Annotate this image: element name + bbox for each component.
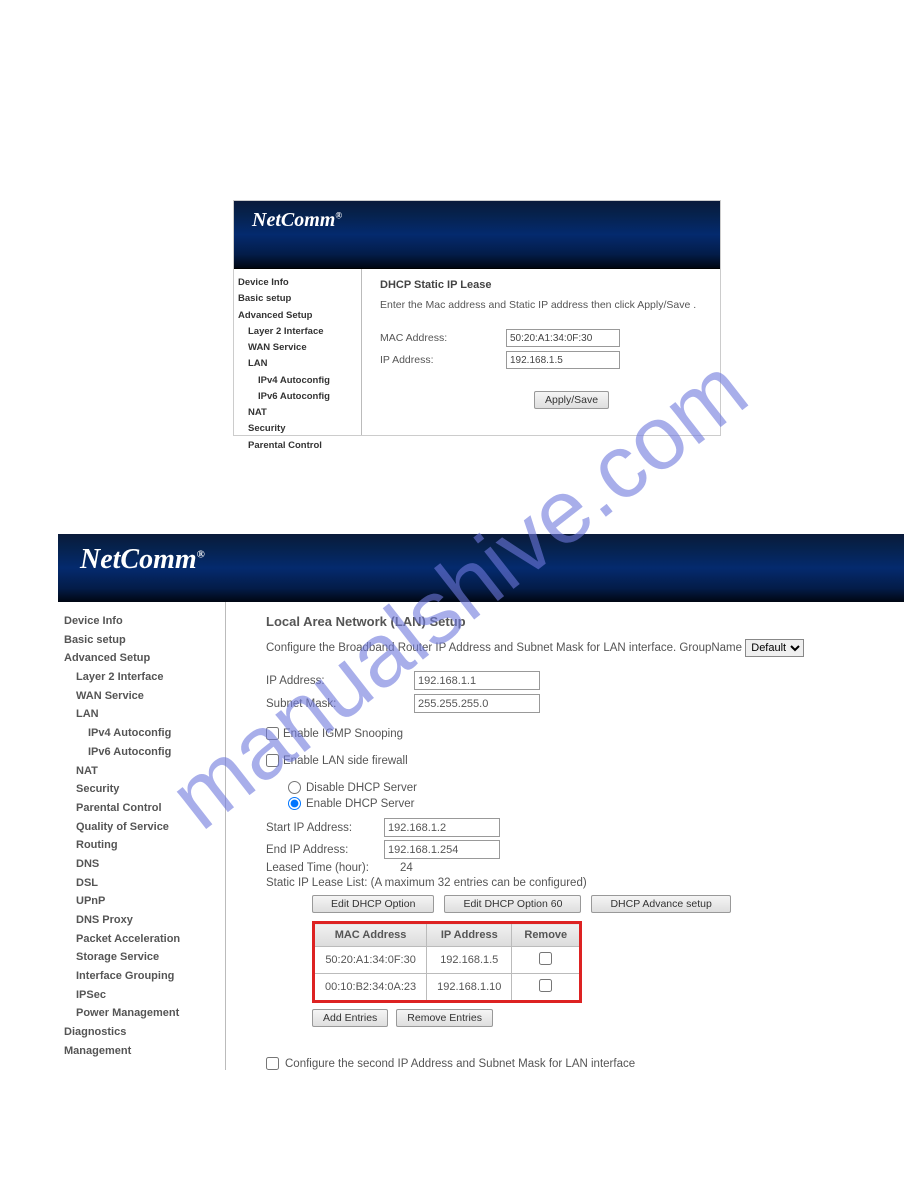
sidebar-item-routing[interactable]: Routing xyxy=(64,836,225,855)
leased-time-value: 24 xyxy=(396,862,413,874)
igmp-snooping-checkbox[interactable] xyxy=(266,727,279,740)
start-ip-input[interactable] xyxy=(384,818,500,837)
sidebar-item-advanced-setup[interactable]: Advanced Setup xyxy=(64,649,225,668)
sidebar-item-advanced-setup[interactable]: Advanced Setup xyxy=(238,308,361,324)
ip-address-input[interactable] xyxy=(506,351,620,369)
mac-address-label: MAC Address: xyxy=(380,332,506,344)
sidebar-item-ipv6-autoconfig[interactable]: IPv6 Autoconfig xyxy=(238,389,361,405)
sidebar-item-ipsec[interactable]: IPSec xyxy=(64,986,225,1005)
ip-address-input[interactable] xyxy=(414,671,540,690)
mac-address-input[interactable] xyxy=(506,329,620,347)
sidebar-item-ipv6-autoconfig[interactable]: IPv6 Autoconfig xyxy=(64,743,225,762)
subnet-mask-label: Subnet Mask: xyxy=(266,698,414,710)
page-description: Enter the Mac address and Static IP addr… xyxy=(380,299,720,311)
end-ip-input[interactable] xyxy=(384,840,500,859)
brand-logo: NetComm® xyxy=(234,201,720,232)
edit-dhcp-option-button[interactable]: Edit DHCP Option xyxy=(312,895,434,913)
sidebar-item-management[interactable]: Management xyxy=(64,1042,225,1061)
sidebar-item-nat[interactable]: NAT xyxy=(238,405,361,421)
sidebar-item-ipv4-autoconfig[interactable]: IPv4 Autoconfig xyxy=(64,724,225,743)
sidebar-item-lan[interactable]: LAN xyxy=(238,356,361,372)
add-entries-button[interactable]: Add Entries xyxy=(312,1009,388,1027)
sidebar-item-packet-accel[interactable]: Packet Acceleration xyxy=(64,930,225,949)
sidebar-item-diagnostics[interactable]: Diagnostics xyxy=(64,1023,225,1042)
sidebar-item-security[interactable]: Security xyxy=(238,421,361,437)
groupname-select[interactable]: Default xyxy=(745,639,804,657)
subnet-mask-input[interactable] xyxy=(414,694,540,713)
sidebar-item-basic-setup[interactable]: Basic setup xyxy=(238,291,361,307)
sidebar-nav: Device Info Basic setup Advanced Setup L… xyxy=(58,602,226,1070)
second-ip-checkbox[interactable] xyxy=(266,1057,279,1070)
dhcp-advance-setup-button[interactable]: DHCP Advance setup xyxy=(591,895,730,913)
sidebar-item-device-info[interactable]: Device Info xyxy=(238,275,361,291)
screenshot-dhcp-static-ip: NetComm® Device Info Basic setup Advance… xyxy=(233,200,721,436)
edit-dhcp-option60-button[interactable]: Edit DHCP Option 60 xyxy=(444,895,581,913)
sidebar-item-dns-proxy[interactable]: DNS Proxy xyxy=(64,911,225,930)
start-ip-label: Start IP Address: xyxy=(266,822,384,834)
disable-dhcp-label: Disable DHCP Server xyxy=(306,782,417,794)
leased-time-label: Leased Time (hour): xyxy=(266,862,396,874)
main-content: Local Area Network (LAN) Setup Configure… xyxy=(226,602,904,1070)
enable-dhcp-label: Enable DHCP Server xyxy=(306,798,414,810)
second-ip-label: Configure the second IP Address and Subn… xyxy=(285,1058,635,1070)
remove-entries-button[interactable]: Remove Entries xyxy=(396,1009,493,1027)
sidebar-item-parental-control[interactable]: Parental Control xyxy=(64,799,225,818)
sidebar-item-upnp[interactable]: UPnP xyxy=(64,892,225,911)
col-ip-address: IP Address xyxy=(427,923,512,947)
ip-address-label: IP Address: xyxy=(266,675,414,687)
remove-checkbox[interactable] xyxy=(539,979,552,992)
lan-firewall-checkbox[interactable] xyxy=(266,754,279,767)
page-title: Local Area Network (LAN) Setup xyxy=(266,614,904,629)
cell-ip: 192.168.1.5 xyxy=(427,947,512,974)
sidebar-item-interface-grouping[interactable]: Interface Grouping xyxy=(64,967,225,986)
sidebar-item-dsl[interactable]: DSL xyxy=(64,874,225,893)
sidebar-item-layer2[interactable]: Layer 2 Interface xyxy=(238,324,361,340)
sidebar-item-storage-service[interactable]: Storage Service xyxy=(64,948,225,967)
table-row: 00:10:B2:34:0A:23 192.168.1.10 xyxy=(314,974,581,1002)
sidebar-item-device-info[interactable]: Device Info xyxy=(64,612,225,631)
static-lease-table: MAC Address IP Address Remove 50:20:A1:3… xyxy=(312,921,582,1003)
config-description: Configure the Broadband Router IP Addres… xyxy=(266,642,742,654)
lan-firewall-label: Enable LAN side firewall xyxy=(283,755,408,767)
sidebar-item-lan[interactable]: LAN xyxy=(64,705,225,724)
table-row: 50:20:A1:34:0F:30 192.168.1.5 xyxy=(314,947,581,974)
apply-save-button[interactable]: Apply/Save xyxy=(534,391,609,409)
screenshot-lan-setup: NetComm® Device Info Basic setup Advance… xyxy=(58,534,904,1110)
igmp-snooping-label: Enable IGMP Snooping xyxy=(283,728,403,740)
sidebar-item-layer2[interactable]: Layer 2 Interface xyxy=(64,668,225,687)
cell-mac: 00:10:B2:34:0A:23 xyxy=(314,974,427,1002)
end-ip-label: End IP Address: xyxy=(266,844,384,856)
col-mac-address: MAC Address xyxy=(314,923,427,947)
sidebar-item-wan-service[interactable]: WAN Service xyxy=(238,340,361,356)
sidebar-item-nat[interactable]: NAT xyxy=(64,762,225,781)
col-remove: Remove xyxy=(512,923,581,947)
main-content: DHCP Static IP Lease Enter the Mac addre… xyxy=(362,269,720,435)
sidebar-item-qos[interactable]: Quality of Service xyxy=(64,818,225,837)
enable-dhcp-radio[interactable] xyxy=(288,797,301,810)
sidebar-item-wan-service[interactable]: WAN Service xyxy=(64,687,225,706)
table-header-row: MAC Address IP Address Remove xyxy=(314,923,581,947)
cell-ip: 192.168.1.10 xyxy=(427,974,512,1002)
remove-checkbox[interactable] xyxy=(539,952,552,965)
lease-list-label: Static IP Lease List: (A maximum 32 entr… xyxy=(266,877,904,889)
sidebar-item-ipv4-autoconfig[interactable]: IPv4 Autoconfig xyxy=(238,373,361,389)
sidebar-item-parental-control[interactable]: Parental Control xyxy=(238,438,361,454)
page-title: DHCP Static IP Lease xyxy=(380,279,720,291)
sidebar-item-security[interactable]: Security xyxy=(64,780,225,799)
sidebar-item-dns[interactable]: DNS xyxy=(64,855,225,874)
ip-address-label: IP Address: xyxy=(380,354,506,366)
brand-logo: NetComm® xyxy=(58,534,904,576)
header-bar: NetComm® xyxy=(58,534,904,602)
header-bar: NetComm® xyxy=(234,201,720,269)
cell-mac: 50:20:A1:34:0F:30 xyxy=(314,947,427,974)
sidebar-item-power-management[interactable]: Power Management xyxy=(64,1004,225,1023)
sidebar-item-basic-setup[interactable]: Basic setup xyxy=(64,631,225,650)
sidebar-nav: Device Info Basic setup Advanced Setup L… xyxy=(234,269,362,435)
disable-dhcp-radio[interactable] xyxy=(288,781,301,794)
